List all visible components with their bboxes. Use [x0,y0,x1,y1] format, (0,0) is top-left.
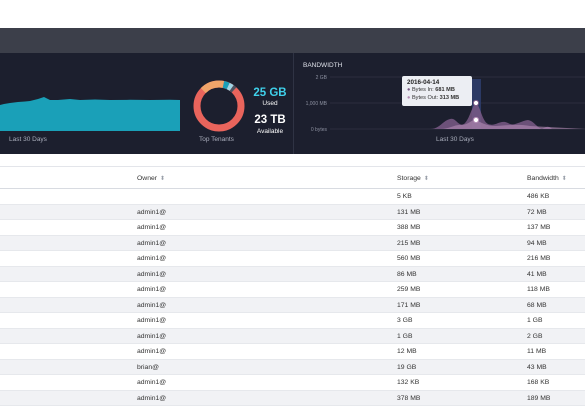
bandwidth-cell: 118 MB [527,286,550,293]
storage-caption: Last 30 Days [9,136,47,143]
bandwidth-cell: 486 KB [527,193,550,200]
bandwidth-cell: 168 KB [527,379,550,386]
owner-cell: admin1@ [137,394,167,402]
available-label: Available [256,128,284,135]
owner-cell: admin1@ [137,317,167,324]
owner-cell: admin1@ [137,379,167,386]
storage-cell: 19 GB [397,363,417,371]
storage-cell: 1 GB [397,332,413,340]
storage-cell: 171 MB [397,301,421,309]
bandwidth-cell: 137 MB [527,224,551,231]
bytes-in-point [472,99,480,107]
owner-cell: admin1@ [137,239,167,247]
panel-divider [293,53,294,154]
storage-cell: 132 KB [397,379,420,386]
dashboard-panel: Last 30 Days Top Tenants 25 GB Used 23 T… [0,53,585,154]
storage-cell: 560 MB [397,255,421,262]
y-tick-0: 0 bytes [311,127,328,133]
bandwidth-tooltip: 2016-04-14 ● Bytes In: 681 MB ● Bytes Ou… [402,76,472,106]
header-bar [0,28,585,53]
bytes-out-area [330,119,585,129]
bandwidth-cell: 2 GB [527,332,543,340]
storage-cell: 12 MB [397,348,417,355]
top-tenants-caption: Top Tenants [199,136,234,143]
bandwidth-title: BANDWIDTH [303,62,343,69]
owner-cell: admin1@ [137,301,167,309]
column-header-bandwidth[interactable]: Bandwidth ⬍ [527,175,567,182]
storage-cell: 5 KB [397,193,412,200]
table-header: Owner ⬍ Storage ⬍ Bandwidth ⬍ [0,166,585,189]
owner-cell: brian@ [137,363,160,371]
table-row[interactable]: admin1@ 171 MB 68 MB [0,297,585,313]
table-row[interactable]: admin1@ 388 MB 137 MB [0,220,585,236]
owner-cell: admin1@ [137,332,167,340]
owner-cell: admin1@ [137,224,167,231]
bytes-out-point [472,116,480,124]
sort-icon[interactable]: ⬍ [423,176,429,182]
table-row[interactable]: admin1@ 215 MB 94 MB [0,235,585,251]
table-body: 5 KB 486 KB admin1@ 131 MB 72 MB admin1@ 388 M… [0,189,585,406]
bandwidth-cell: 1 GB [527,317,543,324]
table-row[interactable]: admin1@ 1 GB 2 GB [0,328,585,344]
storage-cell: 259 MB [397,286,421,293]
storage-usage-chart [0,97,180,131]
table-row[interactable]: admin1@ 378 MB 189 MB [0,390,585,406]
bandwidth-cell: 41 MB [527,270,547,278]
table-row[interactable]: admin1@ 132 KB 168 KB [0,375,585,391]
storage-cell: 86 MB [397,270,417,278]
owner-cell: admin1@ [137,208,167,216]
top-strip [0,0,585,28]
bandwidth-cell: 189 MB [527,394,551,402]
table-row[interactable]: admin1@ 560 MB 216 MB [0,251,585,267]
owner-cell: admin1@ [137,348,167,355]
storage-cell: 378 MB [397,394,421,402]
storage-cell: 3 GB [397,317,413,324]
bandwidth-cell: 72 MB [527,208,547,216]
used-label: Used [262,100,278,107]
bandwidth-cell: 216 MB [527,255,551,262]
donut-segment-2 [193,80,245,132]
bandwidth-cell: 68 MB [527,301,547,309]
owner-cell: admin1@ [137,286,167,293]
bandwidth-cell: 43 MB [527,363,547,371]
y-tick-1000mb: 1,000 MB [306,101,328,107]
top-tenants-donut[interactable] [192,79,246,133]
table-row[interactable]: admin1@ 12 MB 11 MB [0,344,585,360]
owner-cell: admin1@ [137,270,167,278]
bandwidth-cell: 11 MB [527,348,547,355]
owner-cell: admin1@ [137,255,167,262]
storage-usage-area [0,97,180,131]
bytes-in-area [330,103,585,129]
bandwidth-cell: 94 MB [527,239,547,247]
table-row[interactable]: admin1@ 259 MB 118 MB [0,282,585,298]
tooltip-bytes-in: ● Bytes In: 681 MB [407,87,455,93]
storage-cell: 388 MB [397,224,421,231]
column-header-storage[interactable]: Storage ⬍ [397,175,429,182]
table-row[interactable]: admin1@ 3 GB 1 GB [0,313,585,329]
column-header-owner[interactable]: Owner ⬍ [137,175,166,182]
available-value: 23 TB [254,114,286,126]
sort-icon[interactable]: ⬍ [160,176,166,182]
storage-cell: 215 MB [397,239,421,247]
storage-cell: 131 MB [397,208,421,216]
used-value: 25 GB [253,87,287,99]
bandwidth-caption: Last 30 Days [436,136,474,143]
table-row[interactable]: 5 KB 486 KB [0,189,585,205]
tooltip-date: 2016-04-14 [407,79,440,86]
table-row[interactable]: admin1@ 131 MB 72 MB [0,204,585,220]
table-row[interactable]: admin1@ 86 MB 41 MB [0,266,585,282]
tooltip-bytes-out: ● Bytes Out: 313 MB [407,94,460,101]
y-tick-2gb: 2 GB [316,75,328,81]
table-row[interactable]: brian@ 19 GB 43 MB [0,359,585,375]
sort-icon[interactable]: ⬍ [561,176,567,182]
